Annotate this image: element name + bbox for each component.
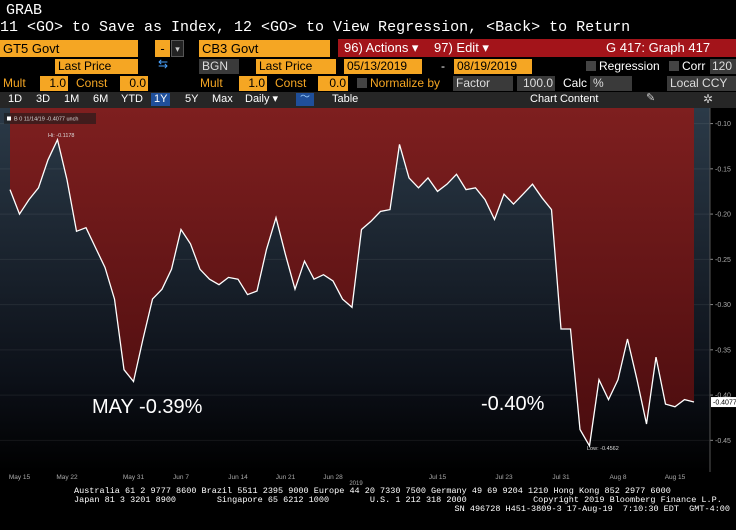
footer-session: SN 496728 H451-3809-3 17-Aug-19 7:10:30 … [454, 504, 730, 514]
low-annotation: Low: -0.4562 [587, 446, 619, 452]
footer-contacts: Japan 81 3 3201 8900 Singapore 65 6212 1… [74, 495, 722, 505]
normalize-label: Normalize by [370, 76, 441, 90]
y-tick-label: -0.45 [715, 438, 731, 445]
last-value-tag [711, 397, 736, 408]
currency-select[interactable]: Local CCY [667, 76, 736, 91]
y-tick-label: -0.10 [715, 121, 731, 128]
y-tick-label: -0.30 [715, 302, 731, 309]
const-label: Const [275, 76, 307, 90]
legend-swatch [7, 116, 11, 121]
y-tick-label: -0.40 [715, 393, 731, 400]
range-button[interactable]: 6M [93, 93, 109, 105]
x-tick-label: Jul 31 [552, 474, 570, 481]
mult-label: Mult [3, 76, 26, 90]
y-tick-label: -0.20 [715, 212, 731, 219]
dropdown[interactable]: ▾ [171, 40, 184, 57]
range-button[interactable]: 1D [8, 93, 23, 105]
table-button[interactable]: Table [332, 93, 359, 105]
x-tick-label: Jun 28 [323, 474, 343, 481]
settings-icon[interactable]: ✲ [703, 92, 714, 106]
const-input[interactable]: 0.0 [318, 76, 348, 91]
security-input[interactable]: GT5 Govt [0, 40, 138, 57]
checkbox[interactable] [586, 61, 596, 71]
y-tick-label: -0.35 [715, 347, 731, 354]
calc-select[interactable]: % [590, 76, 632, 91]
range-button[interactable]: 3D [36, 93, 51, 105]
actions-menu[interactable]: 96) Actions ▾ [344, 40, 419, 55]
y-tick-label: -0.25 [715, 257, 731, 264]
security-input[interactable]: CB3 Govt [199, 40, 330, 57]
range-button[interactable]: 1M [64, 93, 80, 105]
regression-label: Regression [599, 59, 660, 73]
legend-box [4, 113, 96, 124]
source-select[interactable]: BGN [199, 59, 239, 74]
x-tick-label: Jul 23 [495, 474, 513, 481]
checkbox[interactable] [669, 61, 679, 71]
swap-icon[interactable]: ⇆ [158, 57, 169, 71]
range-button[interactable]: 5Y [185, 93, 199, 105]
high-annotation: Hi: -0.1178 [48, 133, 75, 139]
field-select[interactable]: Last Price [55, 59, 138, 74]
range-button-active[interactable]: 1Y [151, 93, 171, 106]
last-value-label: -0.4077 [713, 400, 736, 407]
menu-bar [338, 39, 736, 57]
mult-input[interactable]: 1.0 [40, 76, 68, 91]
corr-label: Corr [682, 59, 706, 73]
nav-bar [0, 92, 736, 108]
area-above-line [10, 108, 694, 446]
mult-input[interactable]: 1.0 [239, 76, 267, 91]
x-tick-label: May 15 [9, 474, 31, 481]
field-select[interactable]: Last Price [256, 59, 336, 74]
x-tick-label: Aug 15 [665, 474, 686, 481]
chart: -0.10 -0.15 -0.20 -0.25 -0.30 -0.35 -0.40 -0.45… [0, 108, 736, 486]
factor-select[interactable]: Factor [453, 76, 513, 91]
calc-label: Calc [563, 76, 588, 90]
x-tick-label: May 31 [123, 474, 145, 481]
footer-contacts: Australia 61 2 9777 8600 Brazil 5511 239… [74, 486, 671, 496]
operator-input[interactable]: - [155, 40, 170, 57]
checkbox[interactable] [357, 78, 367, 88]
start-date[interactable]: 05/13/2019 [344, 59, 422, 74]
range-button[interactable]: Max [212, 93, 233, 105]
factor-input[interactable]: 100.0 [517, 76, 555, 91]
corr-input[interactable]: 120 [710, 59, 736, 74]
frequency-select[interactable]: Daily ▾ [245, 93, 279, 105]
command-line: 11 <GO> to Save as Index, 12 <GO> to Vie… [0, 19, 631, 36]
end-date[interactable]: 08/19/2019 [454, 59, 532, 74]
line-chart-icon[interactable]: 〜 [296, 93, 314, 106]
edit-menu[interactable]: 97) Edit ▾ [434, 40, 489, 55]
x-tick-label: May 22 [56, 474, 78, 481]
date-separator: - [441, 59, 445, 73]
x-tick-label: Jul 15 [429, 474, 447, 481]
edit-icon[interactable]: ✎ [646, 92, 656, 104]
legend-text: B 0 11/14/19 -0.4077 unch [14, 117, 78, 123]
const-input[interactable]: 0.0 [120, 76, 148, 91]
x-tick-label: Aug 8 [610, 474, 627, 481]
y-tick-label: -0.15 [715, 166, 731, 173]
page-id: G 417: Graph 417 [606, 40, 711, 55]
may-annotation: MAY -0.39% [92, 396, 203, 418]
x-tick-label: Jun 14 [228, 474, 248, 481]
x-tick-label: Jun 7 [173, 474, 189, 481]
const-label: Const [76, 76, 108, 90]
mult-label: Mult [200, 76, 223, 90]
aug-annotation: -0.40% [481, 393, 545, 415]
spread-line [9, 137, 695, 448]
screen-title: GRAB [6, 2, 43, 19]
chart-content-button[interactable]: Chart Content [530, 93, 599, 105]
range-button[interactable]: YTD [121, 93, 143, 105]
x-tick-label: Jun 21 [276, 474, 296, 481]
x-year-label: 2019 [349, 481, 363, 486]
